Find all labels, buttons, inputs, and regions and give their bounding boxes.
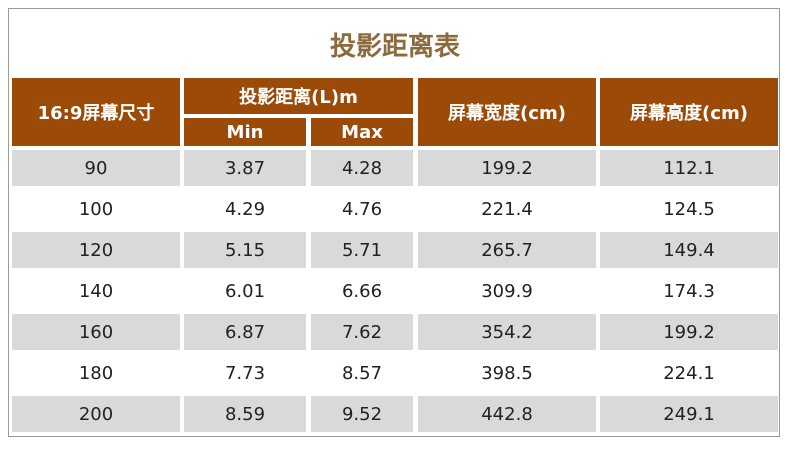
table-cell: 6.01 <box>224 280 266 302</box>
table-cell: 100 <box>78 198 114 220</box>
table-cell: 6.87 <box>184 314 306 350</box>
table-cell: 199.2 <box>600 314 778 350</box>
table-frame <box>8 8 780 437</box>
table-cell: 120 <box>12 232 180 268</box>
table-cell: 124.5 <box>663 198 715 220</box>
table-cell: 221.4 <box>481 198 533 220</box>
table-cell: 174.3 <box>663 280 715 302</box>
table-cell: 224.1 <box>663 362 715 384</box>
header-cell: Min <box>184 118 306 146</box>
table-cell: 4.76 <box>341 198 383 220</box>
table-cell: 149.4 <box>600 232 778 268</box>
table-cell: 200 <box>12 396 180 432</box>
table-cell: 398.5 <box>481 362 533 384</box>
table-cell: 199.2 <box>418 150 596 186</box>
header-cell: 16:9屏幕尺寸 <box>12 78 180 146</box>
table-cell: 4.29 <box>224 198 266 220</box>
table-cell: 6.66 <box>341 280 383 302</box>
table-cell: 160 <box>12 314 180 350</box>
table-cell: 3.87 <box>184 150 306 186</box>
header-cell: Max <box>311 118 413 146</box>
table-title: 投影距离表 <box>329 32 460 62</box>
table-cell: 8.59 <box>184 396 306 432</box>
table-cell: 354.2 <box>418 314 596 350</box>
table-cell: 7.62 <box>311 314 413 350</box>
header-cell: 屏幕宽度(cm) <box>418 78 596 146</box>
table-cell: 309.9 <box>481 280 533 302</box>
header-cell: 屏幕高度(cm) <box>600 78 778 146</box>
table-cell: 249.1 <box>600 396 778 432</box>
table-cell: 112.1 <box>600 150 778 186</box>
table-cell: 90 <box>12 150 180 186</box>
table-cell: 9.52 <box>311 396 413 432</box>
table-cell: 442.8 <box>418 396 596 432</box>
table-cell: 5.15 <box>184 232 306 268</box>
table-cell: 140 <box>78 280 114 302</box>
table-cell: 4.28 <box>311 150 413 186</box>
table-cell: 180 <box>78 362 114 384</box>
table-cell: 5.71 <box>311 232 413 268</box>
table-cell: 265.7 <box>418 232 596 268</box>
header-cell: 投影距离(L)m <box>184 78 413 114</box>
table-cell: 8.57 <box>341 362 383 384</box>
table-cell: 7.73 <box>224 362 266 384</box>
